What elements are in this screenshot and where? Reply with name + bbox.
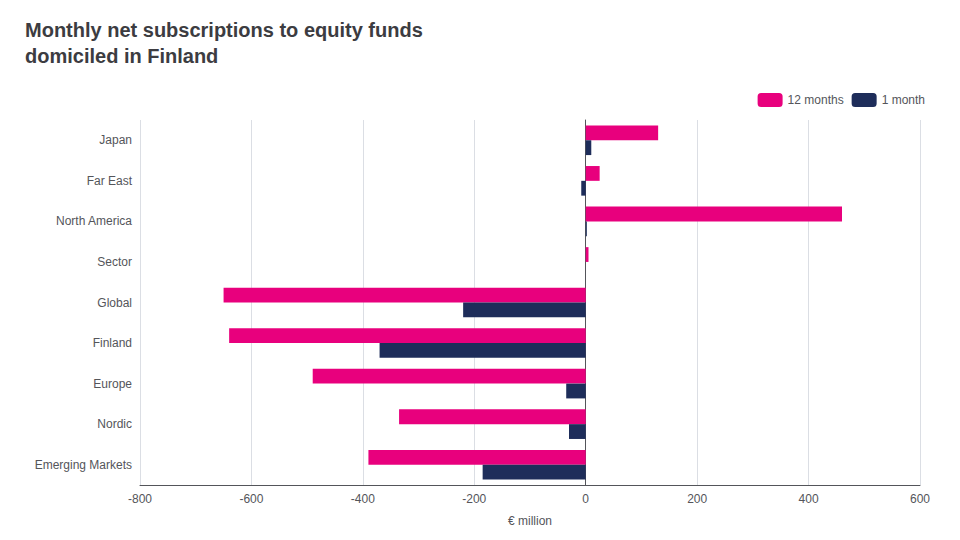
svg-text:Japan: Japan (99, 133, 132, 147)
svg-text:Emerging Markets: Emerging Markets (35, 458, 132, 472)
svg-text:-200: -200 (462, 492, 486, 506)
svg-text:400: 400 (799, 492, 819, 506)
svg-text:0: 0 (582, 492, 589, 506)
svg-text:600: 600 (910, 492, 930, 506)
svg-text:Nordic: Nordic (97, 417, 132, 431)
svg-text:12 months: 12 months (788, 93, 844, 107)
svg-text:Sector: Sector (97, 255, 132, 269)
svg-text:Finland: Finland (93, 336, 132, 350)
svg-text:Global: Global (97, 296, 132, 310)
svg-text:€ million: € million (508, 514, 552, 528)
svg-text:-400: -400 (351, 492, 375, 506)
svg-text:-800: -800 (128, 492, 152, 506)
svg-text:200: 200 (687, 492, 707, 506)
svg-text:-600: -600 (239, 492, 263, 506)
svg-text:domiciled in Finland: domiciled in Finland (25, 45, 218, 67)
svg-text:Monthly net subscriptions to e: Monthly net subscriptions to equity fund… (25, 19, 423, 41)
svg-text:Europe: Europe (93, 377, 132, 391)
svg-text:North America: North America (56, 214, 132, 228)
svg-text:1 month: 1 month (882, 93, 925, 107)
svg-text:Far East: Far East (87, 174, 133, 188)
